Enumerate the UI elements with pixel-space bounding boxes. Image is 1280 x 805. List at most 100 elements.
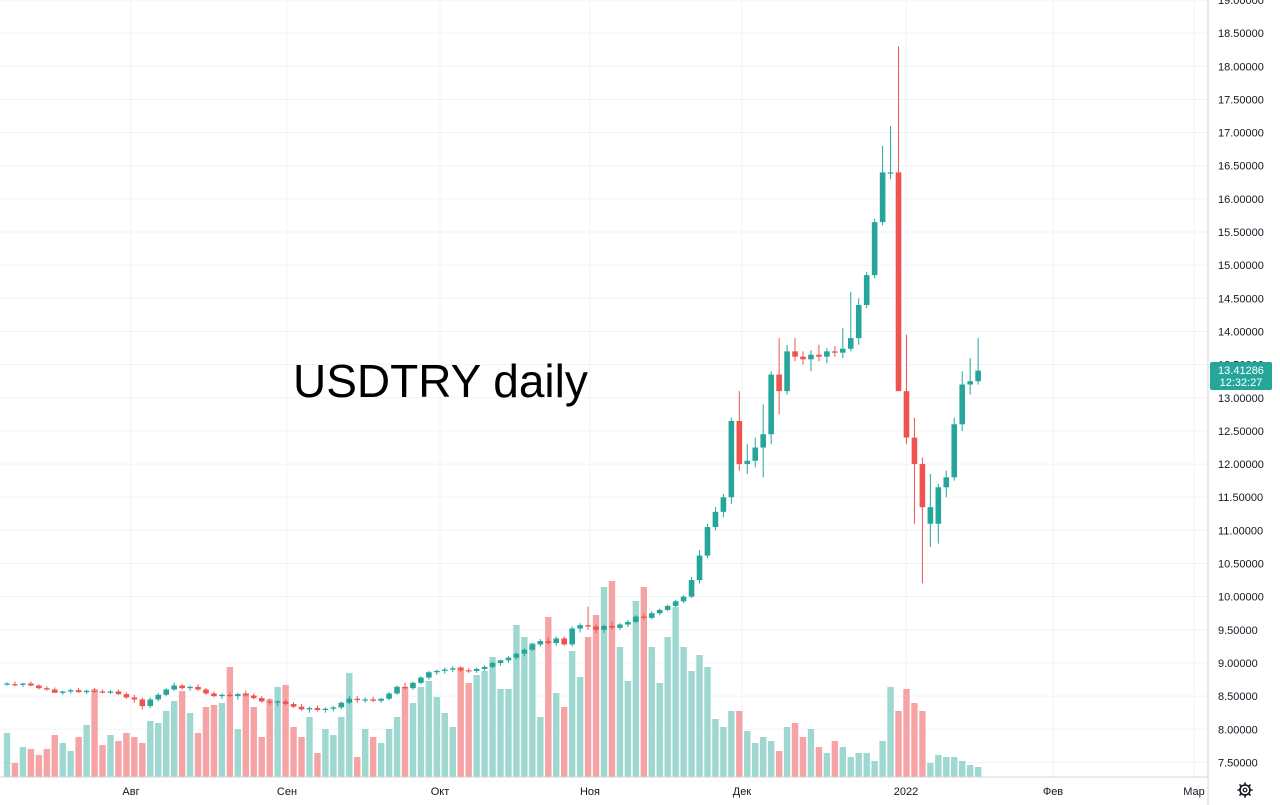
candle-body [12,684,18,686]
volume-bar [393,717,401,777]
volume-bar [27,749,35,777]
candle-body [378,698,384,701]
volume-bar [895,711,902,777]
volume-bar [568,651,576,777]
volume-bar [234,729,242,777]
y-tick-label: 10.50000 [1218,559,1264,571]
volume-bar [425,681,433,777]
volume-bar [354,757,361,777]
candle-body [545,641,552,644]
volume-bar [863,753,870,777]
volume-bar [767,741,775,777]
volume-bar [513,625,520,777]
candle-body [83,690,90,693]
volume-bar [139,743,146,777]
volume-bar [91,689,98,777]
candle-body [481,666,488,669]
volume-bar [775,751,783,777]
candle-body [633,616,639,622]
volume-bar [481,671,488,777]
candle-body [394,686,400,694]
volume-bar [935,755,942,777]
volume-bar [67,751,74,777]
candle-body [625,621,631,625]
x-tick-label: Мар [1183,786,1205,798]
volume-bar [966,765,974,777]
candle-body [967,381,973,385]
volume-bar [712,719,719,777]
candle-body [338,702,345,708]
candle-body [975,370,981,382]
volume-bar [346,673,353,777]
candle-body [919,464,926,508]
candle-body [609,625,615,628]
volume-bar [282,685,289,777]
candle-body [935,487,942,524]
volume-bar [576,677,584,777]
volume-bar [497,689,504,777]
volume-bar [465,683,472,777]
candle-body [457,668,464,671]
candle-body [903,391,910,438]
candle-body [290,704,297,707]
candle-body [28,683,34,686]
candle-body [243,694,249,696]
volume-bar [839,747,846,777]
volume-bar [226,667,234,777]
candle-body [664,605,671,610]
volume-bar [330,735,337,777]
volume-bar [704,667,711,777]
candle-body [330,707,337,709]
y-tick-label: 13.00000 [1218,393,1264,405]
volume-bar [202,707,210,777]
volume-bar [266,699,273,777]
y-tick-label: 15.50000 [1218,227,1264,239]
x-tick-label: Сен [277,786,297,798]
candle-body [784,351,790,392]
volume-bar [815,747,823,777]
volume-bar [624,681,632,777]
volume-bar [529,643,536,777]
volume-bar [974,767,982,777]
candle-body [648,613,655,618]
volume-bar [592,615,600,777]
candle-body [346,698,353,703]
volume-bar [760,737,767,777]
candle-body [808,354,814,360]
candle-body [601,625,607,630]
candle-body [67,690,74,692]
volume-bars [3,581,982,777]
candle-body [577,625,583,629]
x-tick-label: Авг [122,786,139,798]
candle-body [505,657,512,661]
volume-bar [250,707,257,777]
volume-bar [441,713,448,777]
candle-body [656,609,663,614]
volume-bar [855,753,862,777]
candle-body [800,356,806,360]
price-axis[interactable]: 7.50000 8.00000 8.50000 9.00000 9.50000 10.00… [1218,0,1264,769]
volume-bar [672,607,679,777]
gear-icon[interactable] [1237,782,1253,798]
candle-body [951,424,958,478]
grid [0,0,1208,777]
time-axis[interactable]: Авг Сен Окт Ноя Дек 2022 Фев Мар [122,786,1204,798]
volume-bar [696,655,703,777]
volume-bar [871,761,878,777]
volume-bar [258,737,265,777]
candle-body [59,691,66,693]
candle-body [712,511,719,528]
candle-body [426,672,432,678]
candle-body [871,222,878,276]
volume-bar [505,689,512,777]
candle-body [744,460,751,465]
y-tick-label: 18.00000 [1218,61,1264,73]
x-tick-label: Фев [1043,786,1063,798]
volume-bar [194,733,202,777]
candle-body [115,691,122,695]
volume-bar [362,729,369,777]
y-tick-label: 7.50000 [1218,757,1258,769]
candle-body [840,348,846,353]
y-tick-label: 9.50000 [1218,625,1258,637]
